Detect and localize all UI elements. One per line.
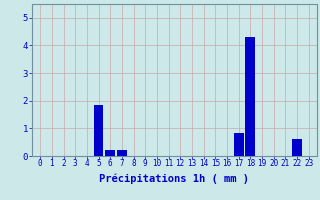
Bar bbox=[234, 133, 244, 156]
Bar bbox=[245, 37, 255, 156]
X-axis label: Précipitations 1h ( mm ): Précipitations 1h ( mm ) bbox=[100, 173, 249, 184]
Bar bbox=[93, 105, 103, 156]
Bar bbox=[105, 150, 115, 156]
Bar bbox=[117, 150, 127, 156]
Bar bbox=[292, 139, 302, 156]
